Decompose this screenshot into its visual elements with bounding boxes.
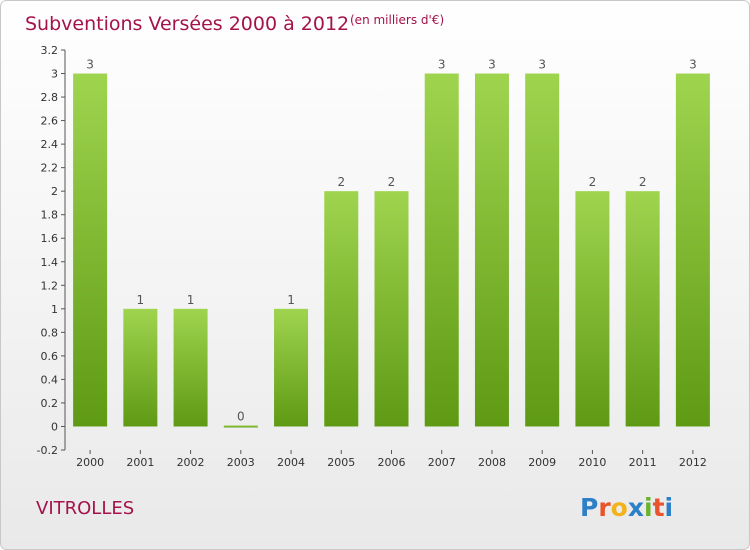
bar <box>474 73 509 427</box>
y-tick-label: 2 <box>51 185 58 198</box>
x-tick-label: 2008 <box>478 456 506 469</box>
y-tick-label: 1.6 <box>41 232 59 245</box>
x-tick-label: 2010 <box>578 456 606 469</box>
bar <box>575 191 610 427</box>
y-tick-label: 0.8 <box>41 326 59 339</box>
logo-letter: i <box>644 493 653 522</box>
bar <box>173 308 208 427</box>
bar-value-label: 2 <box>337 175 345 189</box>
proxiti-logo: Proxiti <box>580 493 673 522</box>
y-tick-label: 0.6 <box>41 350 59 363</box>
y-tick-label: 1.4 <box>41 256 59 269</box>
bar-value-label: 1 <box>287 293 295 307</box>
bar-value-label: 2 <box>388 175 396 189</box>
chart-title: Subventions Versées 2000 à 2012 <box>25 13 349 35</box>
y-tick-label: 1 <box>51 303 58 316</box>
y-tick-label: 2.4 <box>41 138 59 151</box>
logo-letter: x <box>628 493 644 522</box>
y-tick-label: 3.2 <box>41 44 59 57</box>
chart-unit: (en milliers d'€) <box>350 13 444 27</box>
y-tick-label: 0.4 <box>41 373 59 386</box>
logo-letter: i <box>665 493 674 522</box>
logo-letter: o <box>611 493 628 522</box>
bar <box>73 73 108 427</box>
bar-value-label: 2 <box>589 175 597 189</box>
x-tick-label: 2006 <box>378 456 406 469</box>
y-tick-label: 0 <box>51 420 58 433</box>
plot-area: -0.2 0 0.2 0.4 0.6 0.8 1 1.2 1.4 1.6 1.8 2 2.2 2.4 2.6… <box>37 44 710 469</box>
logo-letter: P <box>580 493 598 522</box>
x-tick-label: 2011 <box>629 456 657 469</box>
y-tick-label: 3 <box>51 68 58 81</box>
y-tick-label: 2.2 <box>41 162 59 175</box>
logo-letter: r <box>598 493 611 522</box>
bar-value-label: 3 <box>689 58 697 72</box>
bar-value-label: 3 <box>438 58 446 72</box>
y-tick-label: 0.2 <box>41 397 59 410</box>
bar <box>525 73 560 427</box>
x-tick-label: 2005 <box>327 456 355 469</box>
x-tick-label: 2003 <box>227 456 255 469</box>
y-tick-label: 1.8 <box>41 209 59 222</box>
x-tick-label: 2002 <box>177 456 205 469</box>
bar <box>424 73 459 427</box>
bar-value-label: 0 <box>237 409 245 423</box>
bar-value-label: 2 <box>639 175 647 189</box>
y-tick-label: -0.2 <box>37 444 58 457</box>
bar-value-label: 3 <box>488 58 496 72</box>
bar <box>374 191 409 427</box>
x-tick-label: 2009 <box>528 456 556 469</box>
x-tick-label: 2004 <box>277 456 305 469</box>
y-tick-label: 1.2 <box>41 279 59 292</box>
bar-value-label: 1 <box>137 293 145 307</box>
bar-value-label: 3 <box>86 58 94 72</box>
logo-letter: t <box>653 493 665 522</box>
bar <box>274 308 309 427</box>
bar-value-label: 1 <box>187 293 195 307</box>
bar <box>675 73 710 427</box>
x-tick-label: 2001 <box>126 456 154 469</box>
y-tick-label: 2.8 <box>41 91 59 104</box>
x-tick-label: 2000 <box>76 456 104 469</box>
bar <box>324 191 359 427</box>
bar <box>625 191 660 427</box>
place-name: VITROLLES <box>36 498 134 519</box>
bar-value-label: 3 <box>538 58 546 72</box>
x-tick-label: 2007 <box>428 456 456 469</box>
x-tick-label: 2012 <box>679 456 707 469</box>
y-tick-label: 2.6 <box>41 115 59 128</box>
bar <box>223 425 258 428</box>
bar <box>123 308 158 427</box>
